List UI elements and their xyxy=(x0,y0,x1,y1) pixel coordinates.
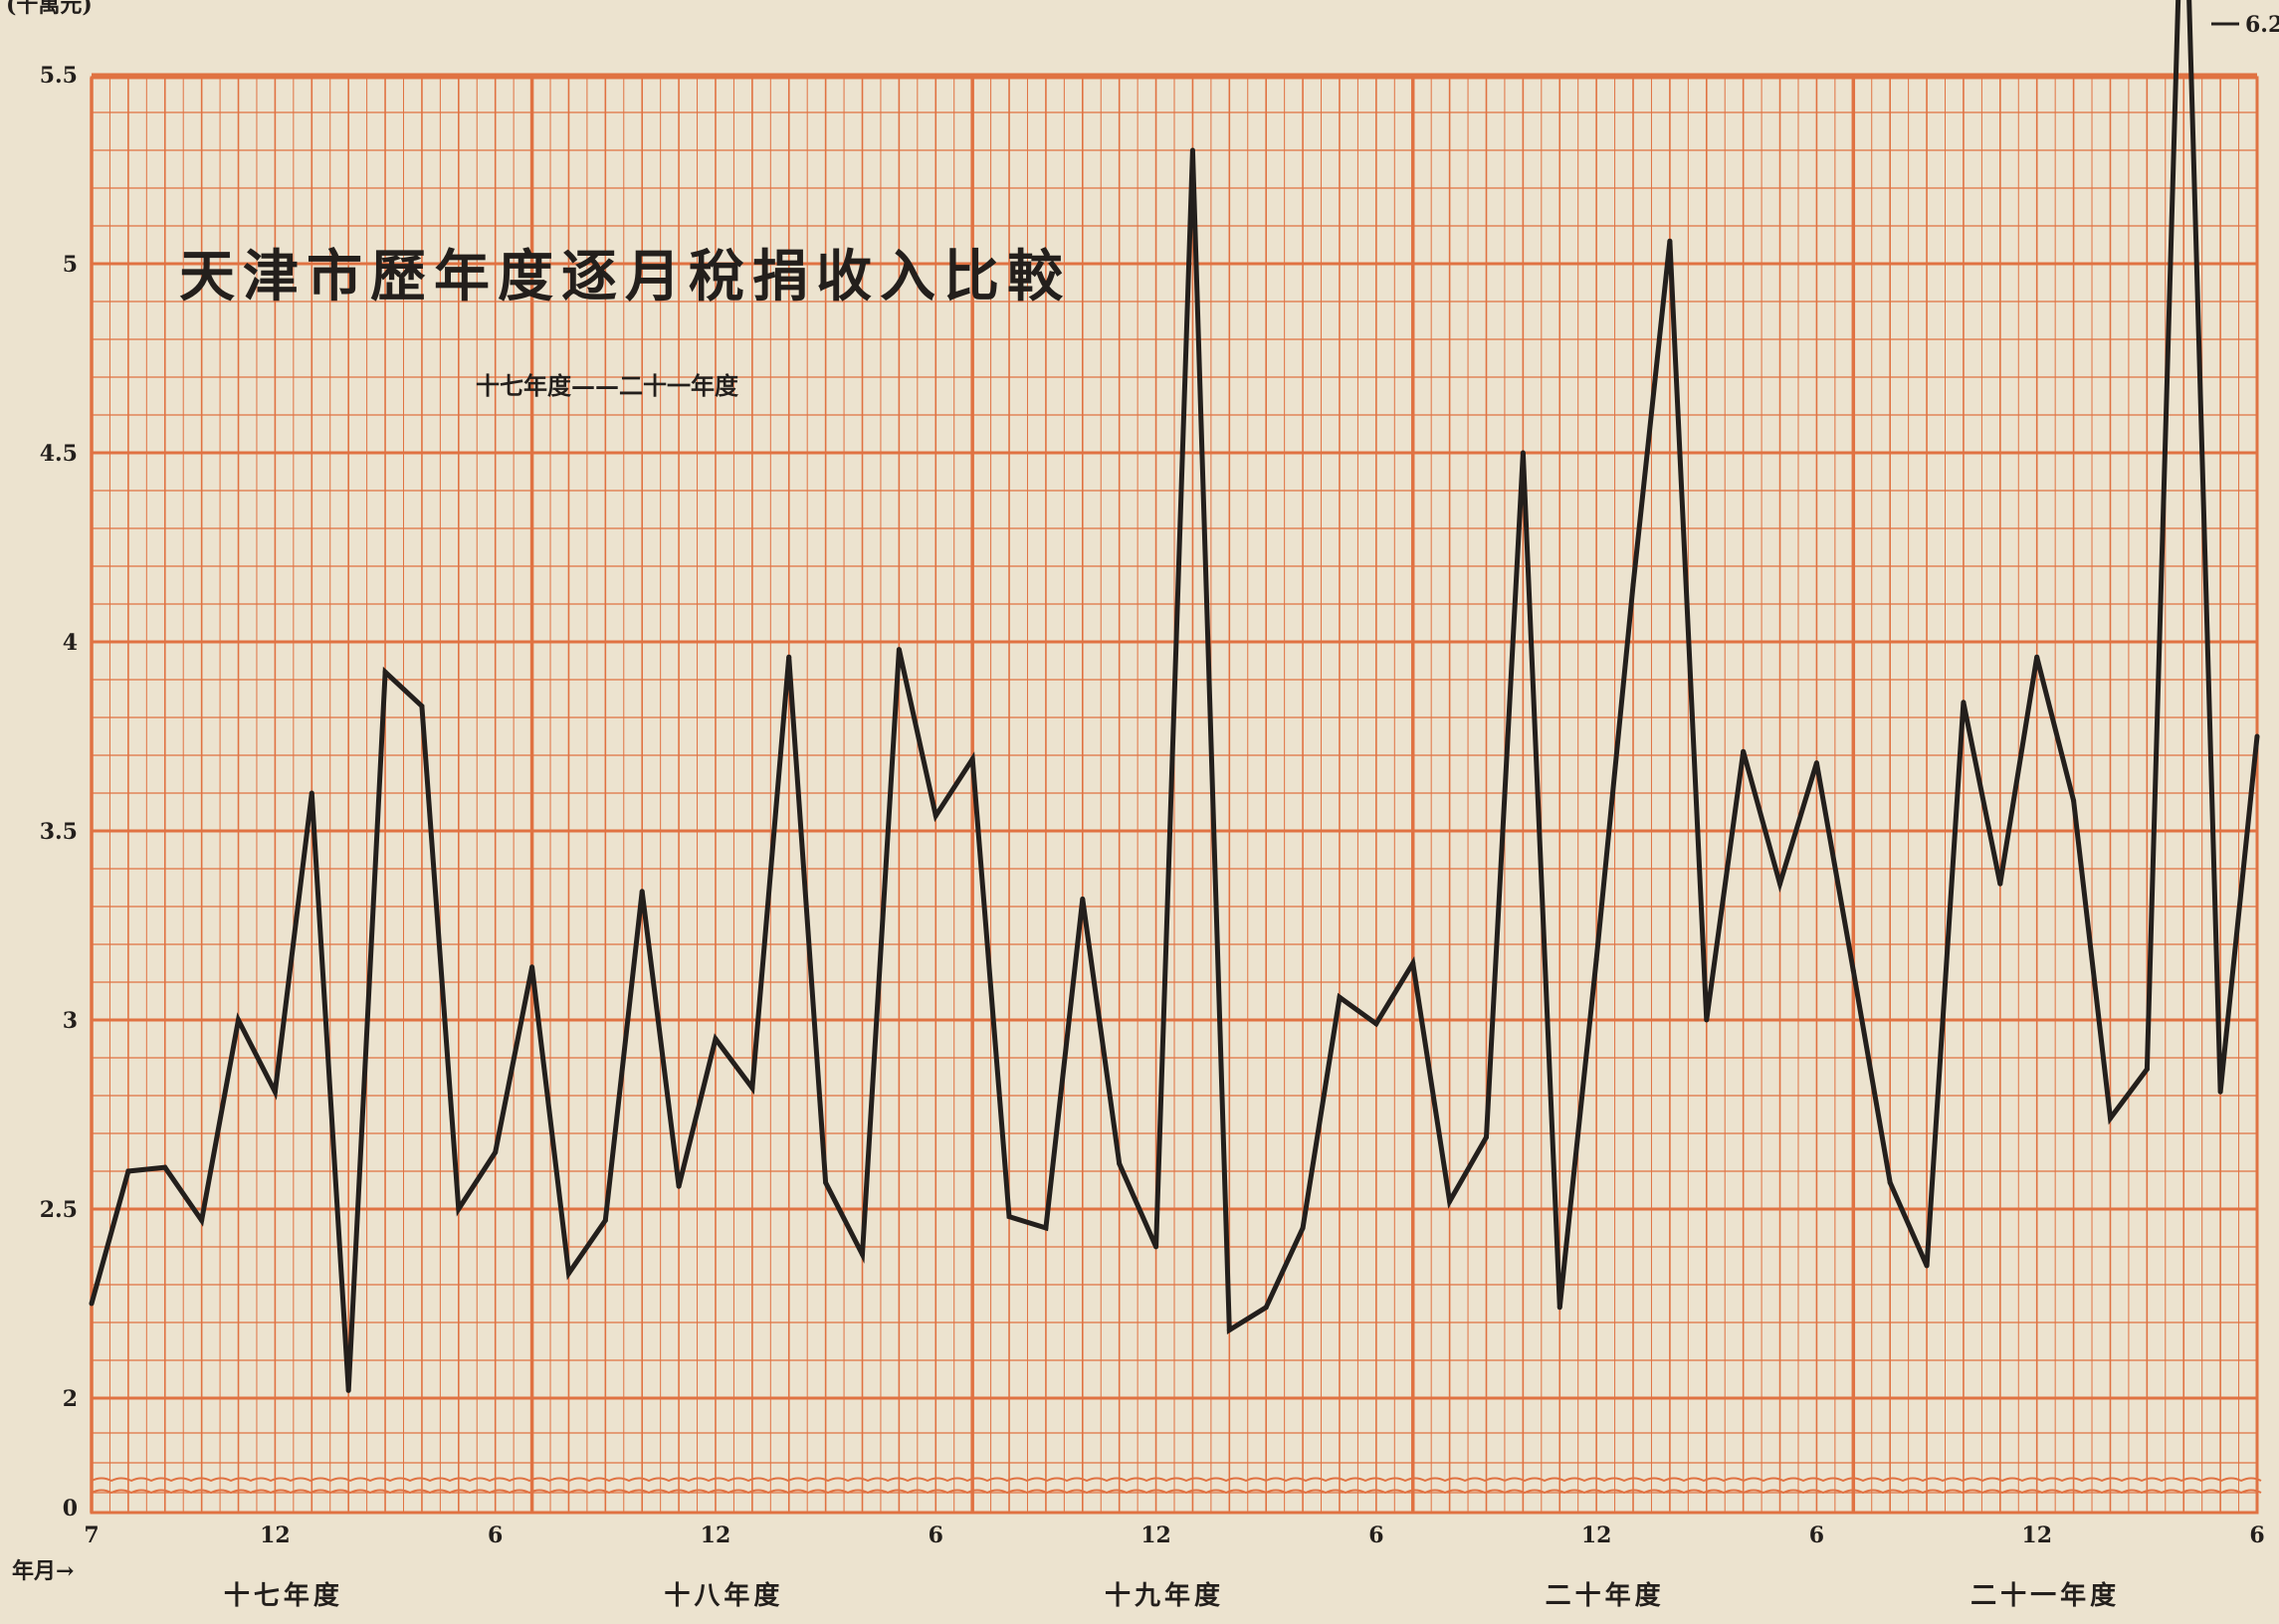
data-point xyxy=(786,654,792,660)
y-tick-label: 3.5 xyxy=(40,819,78,845)
data-point xyxy=(1006,1214,1012,1220)
data-point xyxy=(860,1252,866,1258)
data-point xyxy=(1887,1179,1893,1185)
data-point xyxy=(1263,1305,1269,1311)
fiscal-year-label: 十八年度 xyxy=(664,1580,783,1611)
data-point xyxy=(162,1164,168,1170)
data-point xyxy=(1410,960,1416,966)
chart-axes: 0 2 2.5 3 3.5 4 4.5 5 5.5 7 12 6 12 6 12 6 12 6 12 6 十七年度 十八年… xyxy=(40,63,2265,1611)
y-tick-label: 4.5 xyxy=(40,441,78,467)
x-tick-label: 6 xyxy=(488,1522,503,1548)
data-point xyxy=(493,1149,499,1155)
data-point xyxy=(1153,1244,1159,1250)
data-point xyxy=(1300,1225,1306,1231)
axis-break-wave xyxy=(91,1489,2262,1495)
x-tick-label: 6 xyxy=(1809,1522,1824,1548)
data-point xyxy=(382,669,388,675)
data-point xyxy=(236,1017,242,1023)
y-tick-label: 2.5 xyxy=(40,1197,78,1223)
data-point xyxy=(2071,798,2077,804)
x-tick-label: 12 xyxy=(1581,1522,1612,1548)
data-point xyxy=(896,647,902,653)
data-point xyxy=(1593,956,1599,962)
data-point xyxy=(309,790,314,796)
x-tick-label: 12 xyxy=(260,1522,291,1548)
data-point xyxy=(1997,881,2003,887)
y-tick-label: 4 xyxy=(63,630,78,656)
peak-annotation: 6.2 xyxy=(2245,12,2279,38)
chart-text: 天津市歷年度逐月稅捐收入比較 十七年度——二十一年度 (千萬元) 年月→ 6.2 xyxy=(6,0,2279,1584)
data-point xyxy=(1741,748,1747,754)
x-tick-label: 7 xyxy=(84,1522,99,1548)
data-point xyxy=(89,1301,95,1307)
x-tick-label: 12 xyxy=(2021,1522,2052,1548)
unit-label: (千萬元) xyxy=(6,0,93,18)
y-tick-label: 3 xyxy=(63,1008,78,1034)
data-point xyxy=(1447,1198,1453,1204)
data-point xyxy=(2217,1089,2223,1095)
data-point xyxy=(125,1168,131,1174)
chart-title: 天津市歷年度逐月稅捐收入比較 xyxy=(179,244,1071,309)
data-point xyxy=(1667,238,1673,244)
y-tick-label: 5 xyxy=(63,252,78,278)
data-point xyxy=(529,964,535,970)
y-tick-label: 5.5 xyxy=(40,63,78,89)
fiscal-year-label: 二十一年度 xyxy=(1970,1580,2120,1611)
y-tick-label: 0 xyxy=(63,1496,78,1522)
data-point xyxy=(2107,1116,2113,1121)
data-point xyxy=(713,1036,719,1042)
data-point xyxy=(456,1206,462,1212)
x-axis-label: 年月→ xyxy=(12,1558,74,1584)
data-point xyxy=(345,1387,351,1393)
data-point xyxy=(823,1179,829,1185)
data-point xyxy=(1043,1225,1049,1231)
y-tick-label: 2 xyxy=(63,1386,78,1412)
data-point xyxy=(1373,1021,1379,1027)
data-point xyxy=(1520,450,1526,456)
data-point xyxy=(1080,896,1086,902)
data-point xyxy=(932,813,938,819)
data-point xyxy=(749,1085,755,1091)
series-line xyxy=(89,0,2260,1391)
data-point xyxy=(2144,1066,2150,1072)
data-point xyxy=(602,1217,608,1223)
data-point xyxy=(565,1271,571,1277)
data-point xyxy=(1630,582,1636,588)
x-tick-label: 12 xyxy=(701,1522,731,1548)
data-point xyxy=(2034,654,2040,660)
data-point xyxy=(1813,760,1819,766)
data-point xyxy=(1961,700,1967,706)
data-point xyxy=(1777,881,1783,887)
axis-break-wave xyxy=(91,1477,2262,1483)
data-point xyxy=(1556,1305,1562,1311)
data-point xyxy=(1337,994,1343,1000)
data-point xyxy=(272,1089,278,1095)
data-point xyxy=(1850,968,1856,974)
fiscal-year-label: 十九年度 xyxy=(1105,1580,1224,1611)
data-point xyxy=(1704,1017,1710,1023)
fiscal-year-label: 二十年度 xyxy=(1546,1580,1665,1611)
data-point xyxy=(1189,147,1195,153)
x-tick-label: 6 xyxy=(1368,1522,1383,1548)
data-point xyxy=(1117,1160,1123,1166)
data-point xyxy=(1483,1134,1489,1140)
data-point xyxy=(419,704,425,710)
chart-series xyxy=(89,0,2260,1393)
fiscal-year-label: 十七年度 xyxy=(224,1580,343,1611)
x-tick-label: 6 xyxy=(929,1522,943,1548)
data-point xyxy=(676,1183,682,1189)
data-point xyxy=(1226,1327,1232,1333)
data-point xyxy=(969,756,975,762)
data-point xyxy=(1924,1263,1930,1269)
x-tick-label: 6 xyxy=(2249,1522,2264,1548)
data-point xyxy=(2254,733,2260,739)
x-tick-label: 12 xyxy=(1140,1522,1171,1548)
data-point xyxy=(199,1217,205,1223)
data-point xyxy=(639,889,645,895)
chart-subtitle: 十七年度——二十一年度 xyxy=(476,371,739,400)
